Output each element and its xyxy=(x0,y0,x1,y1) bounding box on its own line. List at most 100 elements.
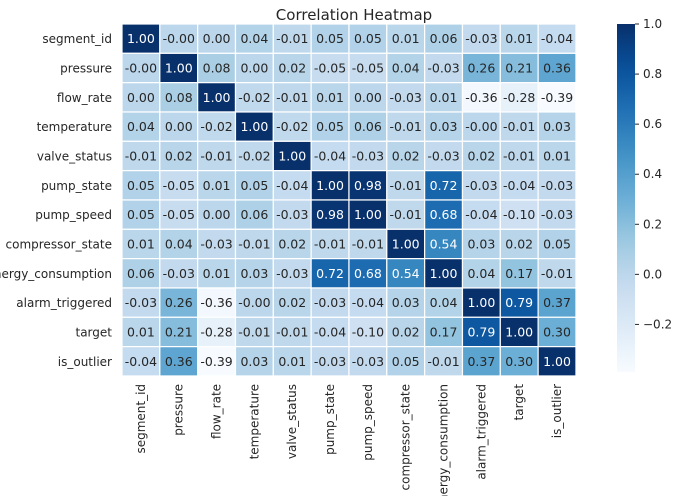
heatmap-cell-pump_state-temperature xyxy=(234,170,274,201)
heatmap-cell-temperature-energy_consumption xyxy=(424,111,464,142)
cell-value-label: -0.10 xyxy=(352,324,384,339)
heatmap-cell-pump_state-energy_consumption xyxy=(424,170,464,201)
cell-value-label: -0.04 xyxy=(314,148,346,163)
cell-value-label: 0.36 xyxy=(543,61,571,76)
cell-value-label: 0.98 xyxy=(354,178,382,193)
heatmap-cell-segment_id-segment_id xyxy=(121,23,161,54)
cell-value-label: -0.04 xyxy=(276,178,308,193)
heatmap-cell-valve_status-pump_state xyxy=(310,140,350,172)
cell-value-label: -0.02 xyxy=(238,148,270,163)
cell-value-label: 0.03 xyxy=(543,119,571,134)
cell-value-label: 0.72 xyxy=(316,266,344,281)
cell-value-label: -0.01 xyxy=(200,148,232,163)
cell-value-label: 1.00 xyxy=(316,178,344,193)
cell-value-label: 0.01 xyxy=(430,90,458,105)
heatmap-cell-pressure-target xyxy=(499,52,539,84)
heatmap-cell-temperature-is_outlier xyxy=(537,111,577,142)
cell-value-label: -0.36 xyxy=(200,295,232,310)
cell-value-label: 0.02 xyxy=(278,236,306,251)
cell-value-label: -0.01 xyxy=(276,324,308,339)
row-label-is_outlier: is_outlier xyxy=(58,355,112,369)
heatmap-cell-is_outlier-pump_speed xyxy=(348,346,388,377)
colorbar-tick-label: 0.8 xyxy=(643,67,662,81)
heatmap-cell-is_outlier-is_outlier xyxy=(537,346,577,377)
cell-value-label: 0.17 xyxy=(430,324,458,339)
heatmap-cell-compressor_state-flow_rate xyxy=(197,228,237,260)
cell-value-label: -0.04 xyxy=(503,178,535,193)
cell-value-label: 0.01 xyxy=(316,90,344,105)
cell-value-label: -0.03 xyxy=(352,354,384,369)
colorbar-tick-label: 0.0 xyxy=(643,267,662,281)
column-label-temperature: temperature xyxy=(247,384,261,459)
cell-value-label: 0.05 xyxy=(543,236,571,251)
cell-value-label: 0.01 xyxy=(505,31,533,46)
column-label-valve_status: valve_status xyxy=(285,384,299,459)
heatmap-cell-compressor_state-pump_speed xyxy=(348,228,388,260)
colorbar-gradient xyxy=(617,24,635,372)
heatmap-cells: 1.00 -0.00 0.00 0.04 -0.01 0.05 0.05 0.01 0.06 -0… xyxy=(121,23,577,377)
cell-value-label: 0.72 xyxy=(430,178,458,193)
heatmap-cell-energy_consumption-pump_state xyxy=(310,258,350,289)
cell-value-label: 1.00 xyxy=(467,295,495,310)
cell-value-label: 0.02 xyxy=(467,148,495,163)
cell-value-label: -0.01 xyxy=(390,207,422,222)
cell-value-label: -0.03 xyxy=(352,148,384,163)
cell-value-label: -0.01 xyxy=(541,266,573,281)
cell-value-label: -0.36 xyxy=(465,90,497,105)
cell-value-label: -0.03 xyxy=(541,178,573,193)
cell-value-label: -0.05 xyxy=(352,61,384,76)
row-labels: segment_id pressure flow_rate temperature va… xyxy=(0,32,112,369)
row-label-temperature: temperature xyxy=(37,120,112,134)
cell-value-label: 0.04 xyxy=(165,236,193,251)
heatmap-cell-pressure-pump_speed xyxy=(348,52,388,84)
cell-value-label: 0.01 xyxy=(392,31,420,46)
cell-value-label: 0.03 xyxy=(467,236,495,251)
heatmap-cell-pressure-is_outlier xyxy=(537,52,577,84)
heatmap-cell-target-pump_speed xyxy=(348,316,388,348)
column-label-pump_speed: pump_speed xyxy=(361,384,375,461)
heatmap-cell-compressor_state-is_outlier xyxy=(537,228,577,260)
heatmap-cell-valve_status-flow_rate xyxy=(197,140,237,172)
cell-value-label: 1.00 xyxy=(165,61,193,76)
cell-value-label: 0.05 xyxy=(316,119,344,134)
heatmap-cell-target-pump_state xyxy=(310,316,350,348)
cell-value-label: 0.02 xyxy=(165,148,193,163)
heatmap-cell-valve_status-segment_id xyxy=(121,140,161,172)
cell-value-label: 0.03 xyxy=(240,266,268,281)
cell-value-label: -0.03 xyxy=(276,207,308,222)
colorbar-tick-label: 0.2 xyxy=(643,217,662,231)
cell-value-label: -0.03 xyxy=(314,354,346,369)
cell-value-label: 0.05 xyxy=(240,178,268,193)
heatmap-cell-energy_consumption-pump_speed xyxy=(348,258,388,289)
cell-value-label: 0.01 xyxy=(278,354,306,369)
cell-value-label: 1.00 xyxy=(430,266,458,281)
cell-value-label: 0.79 xyxy=(505,295,533,310)
cell-value-label: 0.00 xyxy=(354,90,382,105)
cell-value-label: 0.00 xyxy=(240,61,268,76)
cell-value-label: 0.21 xyxy=(165,324,193,339)
column-label-compressor_state: compressor_state xyxy=(399,384,413,490)
column-label-is_outlier: is_outlier xyxy=(550,384,564,438)
cell-value-label: -0.02 xyxy=(238,90,270,105)
cell-value-label: -0.01 xyxy=(276,90,308,105)
cell-value-label: -0.03 xyxy=(200,236,232,251)
cell-value-label: 0.26 xyxy=(467,61,495,76)
cell-value-label: -0.03 xyxy=(465,178,497,193)
heatmap-cell-pump_speed-is_outlier xyxy=(537,199,577,230)
cell-value-label: -0.03 xyxy=(276,266,308,281)
cell-value-label: 0.00 xyxy=(203,31,231,46)
heatmap-cell-pump_state-pump_state xyxy=(310,170,350,201)
cell-value-label: 0.05 xyxy=(316,31,344,46)
cell-value-label: 0.08 xyxy=(203,61,231,76)
heatmap-cell-segment_id-pump_state xyxy=(310,23,350,54)
cell-value-label: 0.21 xyxy=(505,61,533,76)
row-label-segment_id: segment_id xyxy=(42,32,112,46)
heatmap-cell-is_outlier-alarm_triggered xyxy=(461,346,501,377)
cell-value-label: 0.06 xyxy=(354,119,382,134)
cell-value-label: -0.02 xyxy=(200,119,232,134)
cell-value-label: 0.06 xyxy=(240,207,268,222)
cell-value-label: 0.30 xyxy=(505,354,533,369)
heatmap-cell-valve_status-compressor_state xyxy=(386,140,426,172)
cell-value-label: -0.39 xyxy=(200,354,232,369)
